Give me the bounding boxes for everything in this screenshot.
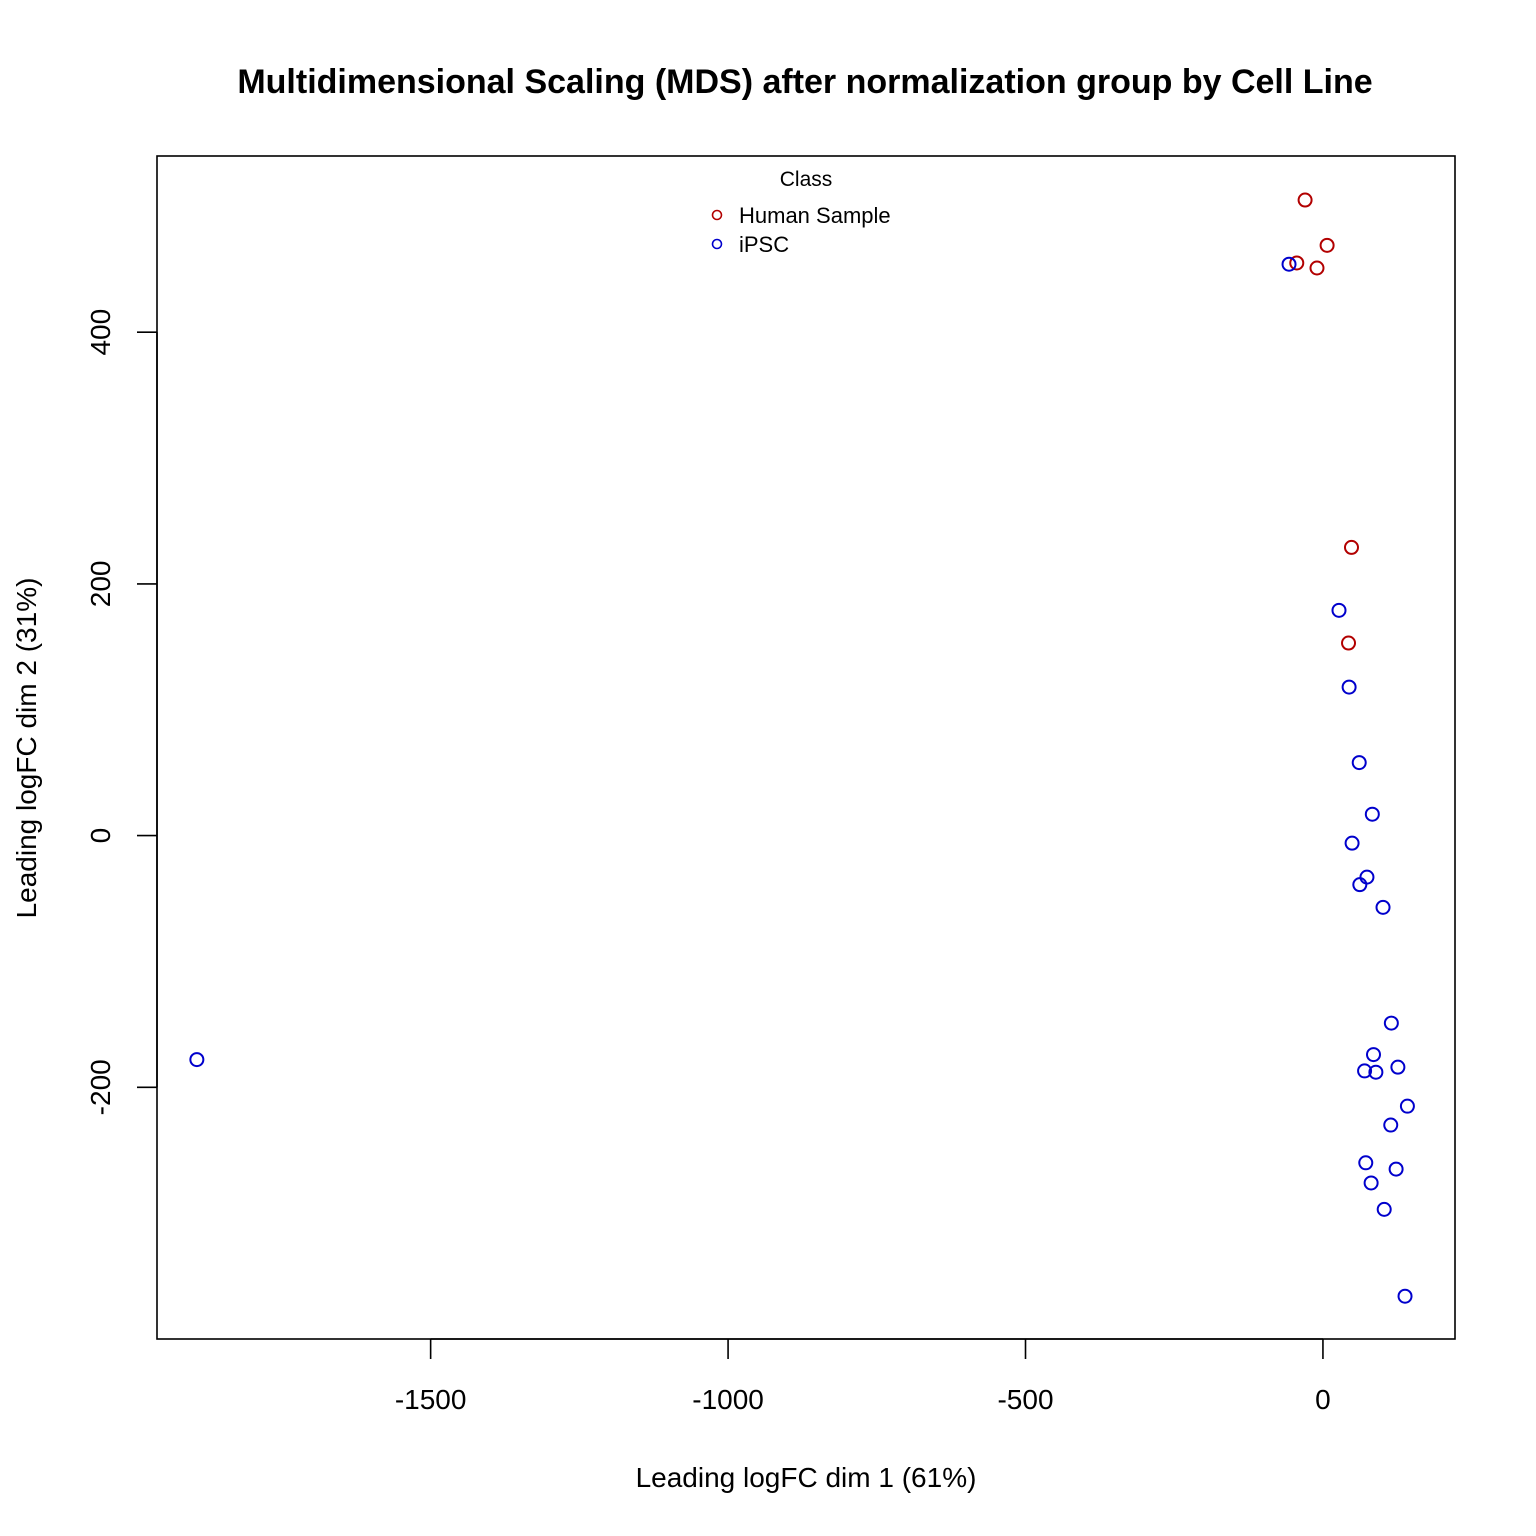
- legend: Class Human Sample iPSC: [711, 168, 891, 257]
- point-human-sample: [1319, 237, 1335, 253]
- y-tick-label: 0: [85, 828, 116, 844]
- point-ipsc: [1359, 869, 1375, 885]
- point-ipsc: [1375, 899, 1391, 915]
- point-human-sample: [1309, 260, 1325, 276]
- point-human-sample: [1341, 635, 1357, 651]
- y-axis-label: Leading logFC dim 2 (31%): [11, 578, 42, 919]
- point-ipsc: [1357, 1063, 1373, 1079]
- y-tick-label: 200: [85, 561, 116, 608]
- x-tick-label: 0: [1315, 1384, 1331, 1415]
- x-tick-label: -1500: [395, 1384, 467, 1415]
- point-ipsc: [1368, 1064, 1384, 1080]
- point-ipsc: [1363, 1175, 1379, 1191]
- point-ipsc: [1399, 1098, 1415, 1114]
- legend-entry-label: iPSC: [739, 232, 789, 257]
- point-ipsc: [1341, 679, 1357, 695]
- point-human-sample: [1289, 255, 1305, 271]
- point-ipsc: [1383, 1015, 1399, 1031]
- point-ipsc: [1397, 1288, 1413, 1304]
- point-ipsc: [1388, 1161, 1404, 1177]
- point-human-sample: [1297, 192, 1313, 208]
- legend-marker: [711, 209, 723, 221]
- point-ipsc: [1351, 755, 1367, 771]
- plot-frame: [156, 155, 1456, 1340]
- point-human-sample: [1343, 539, 1359, 555]
- point-ipsc: [1358, 1155, 1374, 1171]
- legend-marker: [711, 238, 723, 250]
- data-points: [189, 192, 1415, 1304]
- point-ipsc: [1364, 806, 1380, 822]
- chart-title: Multidimensional Scaling (MDS) after nor…: [237, 63, 1372, 101]
- y-tick-label: 400: [85, 309, 116, 356]
- x-axis: -1500 -1000 -500 0: [395, 1338, 1331, 1415]
- point-ipsc: [1390, 1059, 1406, 1075]
- point-ipsc: [1344, 835, 1360, 851]
- point-ipsc: [1383, 1117, 1399, 1133]
- legend-title: Class: [780, 168, 833, 191]
- point-ipsc: [1331, 602, 1347, 618]
- x-axis-label: Leading logFC dim 1 (61%): [636, 1462, 977, 1493]
- point-ipsc: [1366, 1047, 1382, 1063]
- point-ipsc: [1376, 1201, 1392, 1217]
- y-axis: -200 0 200 400: [85, 309, 158, 1115]
- point-ipsc: [1281, 256, 1297, 272]
- point-ipsc: [189, 1052, 205, 1068]
- x-tick-label: -1000: [692, 1384, 764, 1415]
- point-ipsc: [1352, 877, 1368, 893]
- legend-entry-label: Human Sample: [739, 203, 891, 228]
- y-tick-label: -200: [85, 1059, 116, 1115]
- x-tick-label: -500: [997, 1384, 1053, 1415]
